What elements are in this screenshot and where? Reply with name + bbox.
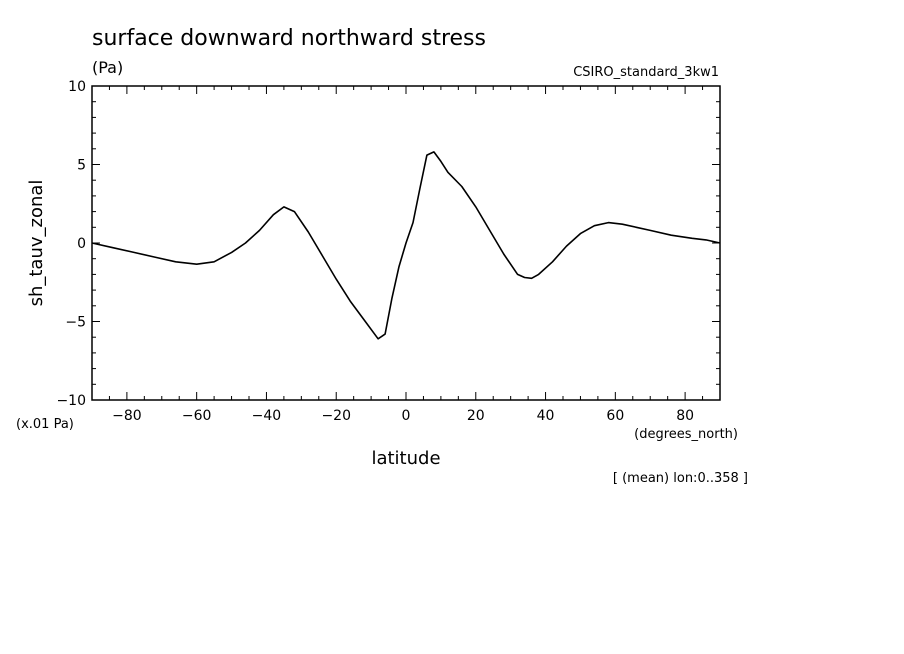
axis-ticks xyxy=(91,85,721,401)
x-tick-label: −40 xyxy=(252,408,282,424)
y-tick-label: −10 xyxy=(56,393,86,409)
y-tick-label: 10 xyxy=(68,79,86,95)
units-label: (Pa) xyxy=(92,58,123,77)
x-tick-label: 80 xyxy=(676,408,694,424)
x-tick-label: 60 xyxy=(606,408,624,424)
x-tick-label: 0 xyxy=(402,408,411,424)
chart-title: surface downward northward stress xyxy=(92,26,486,51)
x-units-label: (degrees_north) xyxy=(634,427,738,442)
x-tick-label: −20 xyxy=(321,408,351,424)
y-axis-label: sh_tauv_zonal xyxy=(26,180,47,307)
y-tick-label: 5 xyxy=(77,158,86,174)
x-tick-label: 20 xyxy=(467,408,485,424)
x-axis-label: latitude xyxy=(371,448,440,469)
x-tick-label: 40 xyxy=(537,408,555,424)
x-tick-label: −80 xyxy=(112,408,142,424)
axis-tick-labels: −80 −60 −40 −20 0 20 40 60 80 10 5 0 −5 −10 xyxy=(56,79,694,424)
dataset-label: CSIRO_standard_3kw1 xyxy=(573,65,719,80)
y-scale-note: (x.01 Pa) xyxy=(16,417,74,432)
y-tick-label: 0 xyxy=(77,236,86,252)
series-line xyxy=(91,151,721,340)
x-tick-label: −60 xyxy=(182,408,212,424)
footnote: [ (mean) lon:0..358 ] xyxy=(613,471,748,486)
y-tick-label: −5 xyxy=(65,315,86,331)
